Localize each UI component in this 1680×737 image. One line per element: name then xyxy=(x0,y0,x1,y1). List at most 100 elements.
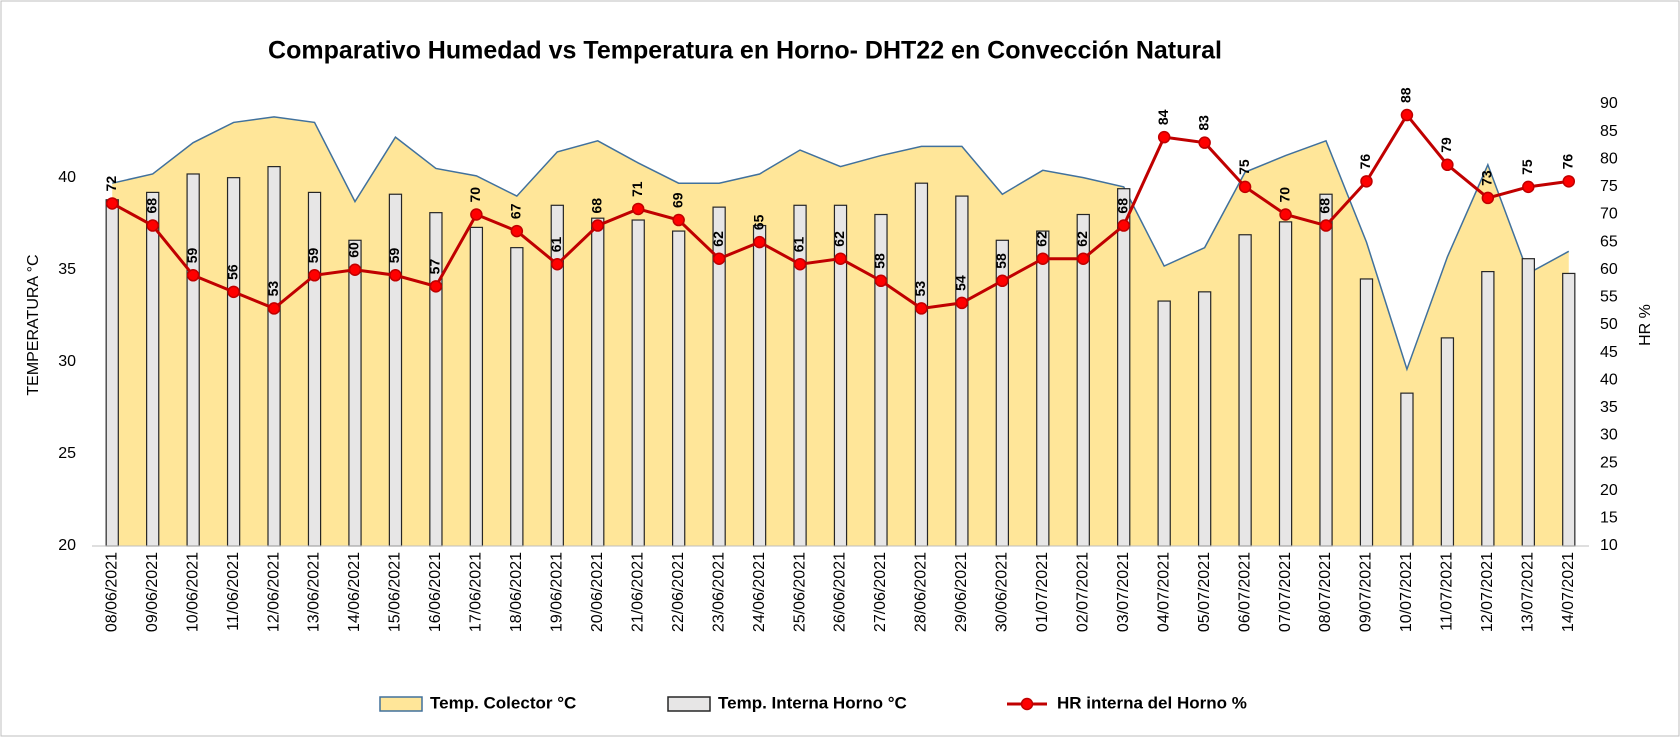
data-label: 56 xyxy=(224,264,240,280)
x-tick-label: 10/06/2021 xyxy=(184,552,201,632)
data-label: 71 xyxy=(629,181,645,197)
x-tick-label: 15/06/2021 xyxy=(387,552,404,632)
bar xyxy=(955,195,969,547)
x-tick-label: 11/06/2021 xyxy=(225,552,242,631)
marker xyxy=(389,269,402,282)
marker xyxy=(1360,175,1373,188)
marker xyxy=(915,302,928,315)
x-tick-label: 03/07/2021 xyxy=(1115,552,1132,632)
bar xyxy=(1238,234,1252,547)
data-label: 67 xyxy=(508,203,524,219)
y2-tick-label: 80 xyxy=(1600,150,1618,167)
marker xyxy=(1441,158,1454,172)
y2-tick-label: 45 xyxy=(1600,344,1618,361)
bar xyxy=(469,226,484,547)
y2-tick-label: 85 xyxy=(1600,123,1618,140)
marker xyxy=(551,257,564,271)
y2-tick-label: 55 xyxy=(1600,289,1618,306)
data-label: 58 xyxy=(872,253,888,269)
marker xyxy=(1279,208,1292,221)
y-tick-label: 20 xyxy=(58,537,76,554)
bar xyxy=(1400,392,1414,547)
y2-tick-label: 20 xyxy=(1600,482,1618,499)
data-label: 60 xyxy=(346,242,362,258)
bar xyxy=(105,199,119,547)
marker xyxy=(1522,180,1535,194)
bar xyxy=(1278,221,1293,547)
data-label: 59 xyxy=(386,247,402,263)
data-label: 70 xyxy=(467,187,483,203)
bar xyxy=(388,193,403,547)
bar xyxy=(1197,291,1212,547)
marker xyxy=(793,257,807,271)
x-tick-label: 08/06/2021 xyxy=(103,552,120,632)
x-tick-label: 10/07/2021 xyxy=(1398,552,1415,632)
bar xyxy=(752,224,767,547)
y-tick-label: 25 xyxy=(58,445,76,462)
y-axis-label: TEMPERATURA °C xyxy=(25,254,42,395)
x-tick-label: 17/06/2021 xyxy=(468,552,485,632)
data-label: 59 xyxy=(184,247,200,263)
bar xyxy=(186,173,200,547)
x-tick-label: 14/07/2021 xyxy=(1560,552,1577,632)
y-tick-label: 35 xyxy=(58,261,76,278)
marker xyxy=(874,274,888,288)
x-tick-label: 18/06/2021 xyxy=(508,552,525,632)
bar xyxy=(510,247,524,547)
marker xyxy=(1198,136,1211,149)
marker xyxy=(429,280,443,293)
bar xyxy=(914,182,929,547)
bar xyxy=(1157,300,1171,547)
data-label: 53 xyxy=(912,281,928,297)
bar xyxy=(226,177,241,547)
bar xyxy=(307,191,322,547)
data-label: 72 xyxy=(103,176,119,192)
x-tick-label: 24/06/2021 xyxy=(751,552,768,632)
marker xyxy=(672,213,685,227)
data-label: 68 xyxy=(588,198,604,214)
legend-swatch xyxy=(379,696,423,712)
y2-axis-label: HR % xyxy=(1637,304,1654,346)
x-tick-label: 29/06/2021 xyxy=(953,552,970,632)
data-label: 68 xyxy=(1317,198,1333,214)
data-label: 75 xyxy=(1519,159,1535,175)
y2-tick-label: 75 xyxy=(1600,178,1618,195)
data-label: 65 xyxy=(750,214,766,230)
y2-tick-label: 15 xyxy=(1600,510,1618,527)
x-tick-label: 28/06/2021 xyxy=(913,552,930,632)
x-tick-label: 26/06/2021 xyxy=(832,552,849,632)
bar xyxy=(1319,193,1333,547)
y2-tick-label: 30 xyxy=(1600,427,1618,444)
chart-title: Comparativo Humedad vs Temperatura en Ho… xyxy=(268,37,1222,65)
data-label: 59 xyxy=(305,247,321,263)
marker xyxy=(146,219,159,232)
data-label: 62 xyxy=(831,231,847,247)
x-tick-label: 04/07/2021 xyxy=(1155,552,1172,632)
y2-tick-label: 35 xyxy=(1600,399,1618,416)
data-label: 73 xyxy=(1479,170,1495,186)
x-tick-label: 01/07/2021 xyxy=(1034,552,1051,632)
marker xyxy=(1157,130,1171,144)
marker xyxy=(1400,108,1414,122)
y2-tick-label: 70 xyxy=(1600,206,1618,223)
data-label: 68 xyxy=(143,198,159,214)
marker xyxy=(1481,191,1495,205)
data-label: 76 xyxy=(1559,154,1575,170)
data-label: 76 xyxy=(1357,154,1373,170)
bar xyxy=(631,219,645,547)
x-tick-label: 07/07/2021 xyxy=(1277,552,1294,632)
y2-tick-label: 65 xyxy=(1600,233,1618,250)
x-tick-label: 12/06/2021 xyxy=(265,552,282,632)
marker xyxy=(470,208,483,221)
marker xyxy=(1319,219,1333,232)
x-tick-label: 30/06/2021 xyxy=(994,552,1011,632)
data-label: 69 xyxy=(669,192,685,208)
y2-tick-label: 40 xyxy=(1600,371,1618,388)
marker xyxy=(105,197,119,210)
marker xyxy=(591,219,604,232)
marker xyxy=(955,296,969,310)
data-label: 62 xyxy=(710,231,726,247)
x-tick-label: 13/06/2021 xyxy=(306,552,323,632)
x-tick-label: 19/06/2021 xyxy=(549,552,566,632)
bar xyxy=(793,204,807,547)
